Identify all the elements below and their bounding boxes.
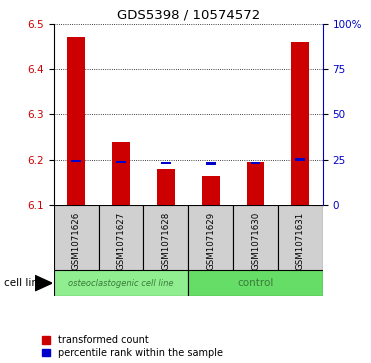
- Bar: [112, 142, 130, 205]
- Text: GSM1071631: GSM1071631: [296, 212, 305, 270]
- Bar: [144, 205, 188, 270]
- Bar: [291, 42, 309, 205]
- Title: GDS5398 / 10574572: GDS5398 / 10574572: [116, 8, 260, 21]
- Text: GSM1071628: GSM1071628: [161, 212, 170, 270]
- Bar: [71, 160, 81, 162]
- Text: GSM1071626: GSM1071626: [72, 212, 81, 270]
- Bar: [188, 205, 233, 270]
- Bar: [188, 270, 323, 296]
- Bar: [99, 205, 144, 270]
- Bar: [295, 158, 305, 161]
- Text: cell line: cell line: [4, 278, 44, 288]
- Bar: [116, 160, 126, 163]
- Text: GSM1071629: GSM1071629: [206, 212, 215, 270]
- Polygon shape: [35, 276, 52, 291]
- Text: control: control: [237, 278, 274, 288]
- Bar: [250, 162, 260, 164]
- Bar: [278, 205, 323, 270]
- Text: GSM1071627: GSM1071627: [116, 212, 125, 270]
- Bar: [67, 37, 85, 205]
- Legend: transformed count, percentile rank within the sample: transformed count, percentile rank withi…: [42, 335, 223, 358]
- Bar: [54, 270, 188, 296]
- Bar: [247, 162, 265, 205]
- Bar: [161, 162, 171, 164]
- Bar: [54, 205, 99, 270]
- Text: GSM1071630: GSM1071630: [251, 212, 260, 270]
- Bar: [233, 205, 278, 270]
- Text: osteoclastogenic cell line: osteoclastogenic cell line: [68, 279, 174, 287]
- Bar: [157, 169, 175, 205]
- Bar: [202, 176, 220, 205]
- Bar: [206, 162, 216, 165]
